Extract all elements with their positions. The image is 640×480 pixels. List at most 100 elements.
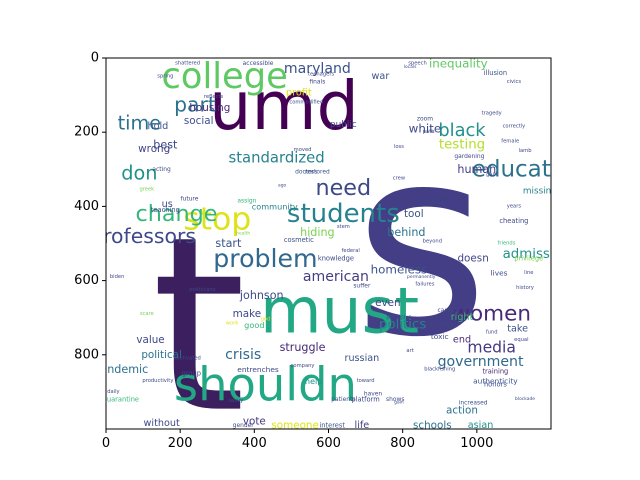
word-government: government: [438, 354, 524, 370]
word-professors: professors: [90, 224, 196, 248]
word-fund: fund: [486, 330, 498, 336]
word-profit: profit: [286, 88, 312, 99]
word-productivity: productivity: [142, 378, 173, 384]
word-acting: acting: [152, 166, 171, 173]
word-permanently: permanently: [407, 274, 436, 280]
word-doesn: doesn: [457, 252, 488, 264]
word-s: s: [354, 93, 489, 395]
word-american: american: [303, 269, 369, 285]
word-assign: assign: [237, 197, 256, 204]
word-honors: honors: [484, 380, 507, 388]
word-need: need: [316, 175, 372, 201]
word-speech: speech: [408, 61, 427, 67]
word-line: line: [524, 270, 533, 276]
word-cheating: cheating: [499, 217, 528, 225]
word-quarantine: quarantine: [103, 395, 139, 403]
word-shattered: shattered: [175, 61, 200, 67]
word-life: life: [355, 420, 370, 431]
word-radical: radical: [426, 199, 446, 206]
word-haven: haven: [364, 390, 383, 397]
word-blackfishing: blackfishing: [424, 367, 455, 373]
word-gender: gender: [233, 422, 255, 429]
word-white: white: [409, 121, 441, 135]
word-shouldn: shouldn: [174, 357, 357, 411]
word-history: history: [516, 285, 534, 291]
word-civics: civics: [507, 79, 522, 85]
word-savvy: savvy: [228, 398, 243, 404]
word-ghent: ghent: [440, 322, 455, 328]
word-human: human: [457, 163, 496, 176]
word-value: value: [136, 334, 164, 346]
word-take: take: [507, 323, 528, 334]
word-social: social: [184, 115, 214, 127]
word-loss: loss: [394, 144, 404, 150]
word-inequality: inequality: [429, 57, 488, 71]
word-action: action: [446, 404, 478, 416]
word-commodified: commodified: [289, 100, 323, 106]
word-art: art: [406, 348, 413, 354]
word-blockade: blockade: [515, 396, 535, 402]
word-college: college: [162, 56, 288, 97]
word-training: training: [482, 367, 508, 375]
word-reflects: reflects: [204, 94, 224, 100]
y-axis: 0 200 400 600 800: [74, 51, 106, 362]
word-hiding: hiding: [300, 226, 334, 239]
y-tick-label: 600: [74, 273, 99, 288]
word-education: education: [472, 156, 586, 182]
word-time: time: [118, 111, 162, 134]
word-path: path: [423, 129, 435, 135]
x-tick-label: 200: [168, 436, 193, 451]
x-tick-label: 400: [242, 436, 267, 451]
word-work: work: [226, 320, 239, 326]
word-gain: gain: [394, 400, 404, 406]
word-crew: crew: [393, 176, 406, 182]
word-media: media: [467, 338, 516, 356]
word-politicians: politicians: [189, 287, 216, 293]
word-company: company: [291, 363, 315, 369]
x-tick-label: 600: [316, 436, 341, 451]
word-crisis: crisis: [225, 347, 261, 363]
word-standardized: standardized: [228, 150, 324, 167]
word-ago: ago: [278, 183, 287, 188]
word-lamb: lamb: [519, 148, 533, 154]
word-years: years: [507, 203, 522, 209]
word-god: god: [261, 317, 271, 323]
word-authenticity: authenticity: [473, 376, 518, 385]
word-don: don: [121, 162, 157, 185]
word-equal: equal: [514, 337, 528, 343]
word-umd: umd: [209, 67, 359, 145]
y-tick-label: 200: [74, 125, 99, 140]
word-toxic: toxic: [431, 332, 449, 341]
x-tick-label: 800: [390, 436, 415, 451]
word-us: us: [162, 199, 173, 210]
word-failures: failures: [415, 281, 434, 287]
word-tragedy: tragedy: [482, 111, 502, 117]
word-toward: toward: [357, 378, 375, 384]
word-diverse: diverse: [439, 195, 463, 203]
word-privilege: privilege: [514, 254, 543, 262]
word-without: without: [144, 418, 180, 429]
word-cosmetic: cosmetic: [284, 236, 314, 244]
word-public: public: [330, 120, 357, 130]
word-vote: vote: [243, 416, 266, 428]
word-restored: restored: [305, 168, 330, 175]
word-housing: housing: [189, 102, 230, 114]
word-zoom: zoom: [417, 116, 433, 123]
word-right: right: [451, 312, 474, 323]
word-war: war: [372, 71, 390, 82]
word-scare: scare: [140, 311, 154, 317]
word-make: make: [233, 308, 262, 320]
word-schools: schools: [413, 419, 452, 431]
word-part: part: [174, 92, 216, 116]
word-motivated: motivated: [174, 356, 200, 362]
word-women: women: [452, 301, 531, 326]
word-group: group: [182, 369, 201, 377]
word-accessible: accessible: [243, 60, 274, 67]
word-political: political: [141, 349, 182, 361]
word-start: start: [215, 237, 242, 250]
word-lives: lives: [491, 269, 508, 278]
word-finals: finals: [309, 79, 325, 86]
word-illusion: illusion: [484, 69, 507, 77]
word-biden: biden: [110, 274, 125, 280]
